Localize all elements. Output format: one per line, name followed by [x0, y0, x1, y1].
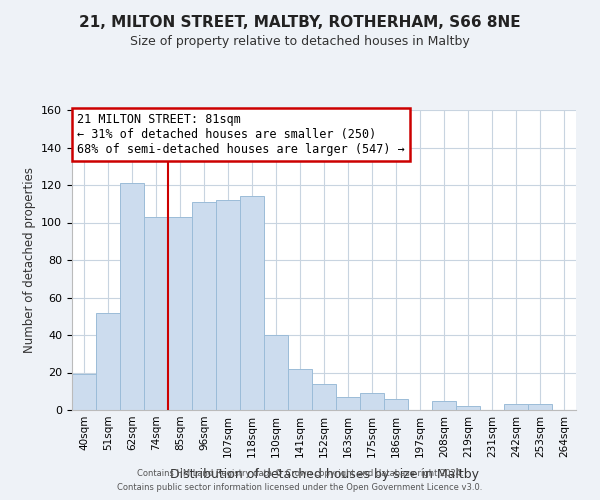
Text: 21 MILTON STREET: 81sqm
← 31% of detached houses are smaller (250)
68% of semi-d: 21 MILTON STREET: 81sqm ← 31% of detache… [77, 113, 405, 156]
Bar [120, 183, 144, 410]
Bar [456, 406, 480, 410]
Text: Contains public sector information licensed under the Open Government Licence v3: Contains public sector information licen… [118, 484, 482, 492]
Bar [528, 404, 552, 410]
Bar [168, 217, 192, 410]
Bar [504, 404, 528, 410]
Y-axis label: Number of detached properties: Number of detached properties [23, 167, 35, 353]
Bar [264, 335, 288, 410]
Bar [72, 374, 96, 410]
Bar [360, 393, 384, 410]
Bar [312, 384, 336, 410]
Bar [216, 200, 240, 410]
Bar [288, 369, 312, 410]
Bar [336, 397, 360, 410]
X-axis label: Distribution of detached houses by size in Maltby: Distribution of detached houses by size … [170, 468, 479, 481]
Text: Size of property relative to detached houses in Maltby: Size of property relative to detached ho… [130, 35, 470, 48]
Bar [144, 217, 168, 410]
Text: Contains HM Land Registry data © Crown copyright and database right 2024.: Contains HM Land Registry data © Crown c… [137, 468, 463, 477]
Bar [96, 312, 120, 410]
Bar [384, 399, 408, 410]
Bar [240, 196, 264, 410]
Bar [192, 202, 216, 410]
Bar [432, 400, 456, 410]
Text: 21, MILTON STREET, MALTBY, ROTHERHAM, S66 8NE: 21, MILTON STREET, MALTBY, ROTHERHAM, S6… [79, 15, 521, 30]
